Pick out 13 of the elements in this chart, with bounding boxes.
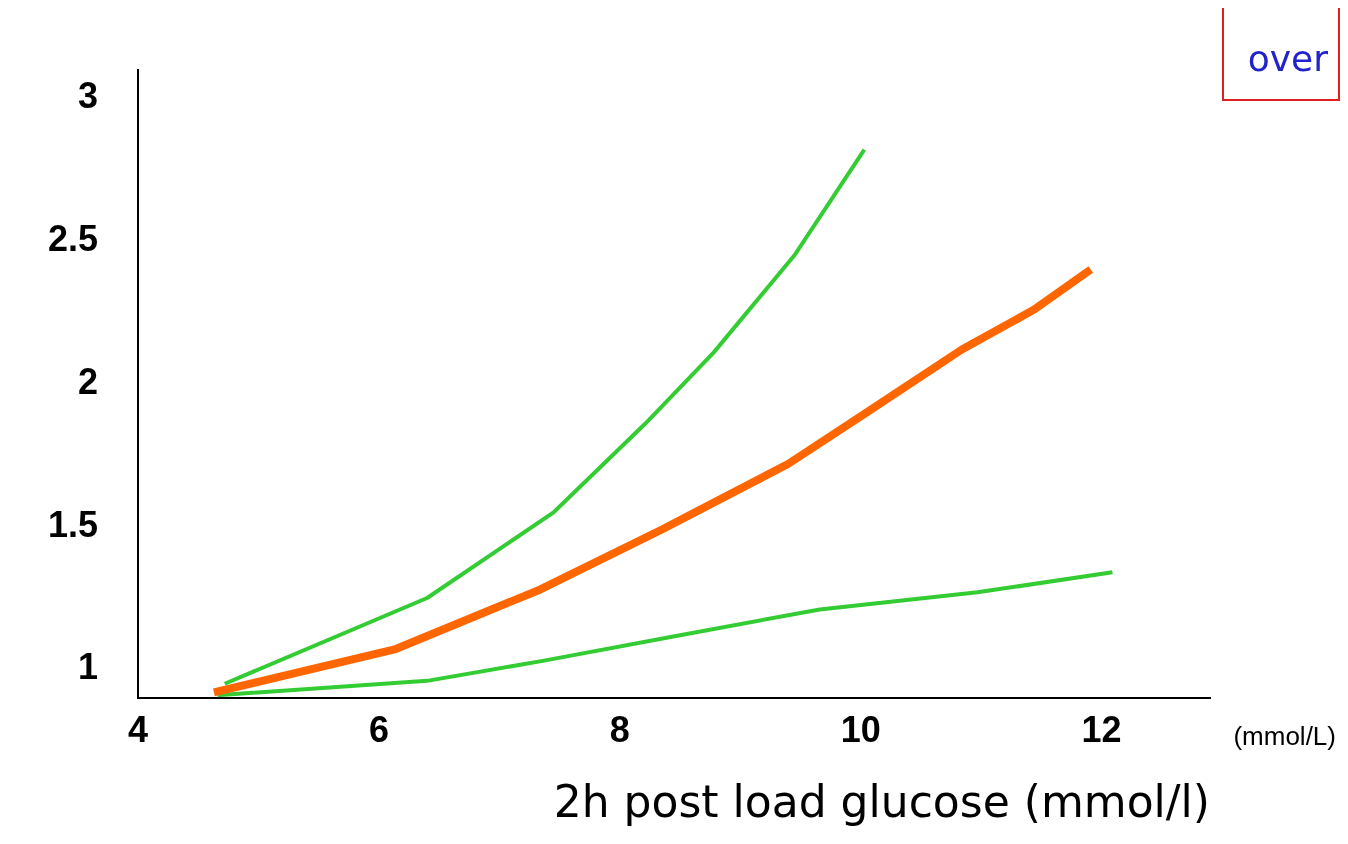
y-tick-label: 3 (78, 75, 99, 117)
x-tick-label: 10 (840, 708, 881, 750)
text: over (1221, 8, 1340, 101)
y-tick-label: 1 (78, 646, 99, 688)
x-tick-label: 6 (368, 708, 389, 750)
x-tick-label: 12 (1081, 708, 1122, 750)
y-tick-label: 1.5 (48, 503, 99, 545)
x-axis-title: 2h post load glucose (mmol/l) (553, 776, 1210, 828)
x-tick-label: 4 (128, 708, 149, 750)
text: (mmol/L) (1233, 721, 1336, 752)
x-tick-label: 8 (609, 708, 630, 750)
y-tick-label: 2 (78, 360, 99, 402)
y-tick-label: 2.5 (48, 217, 99, 259)
